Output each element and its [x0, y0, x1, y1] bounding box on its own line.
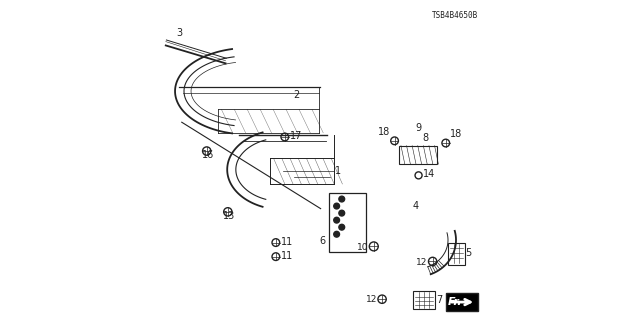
- Text: TSB4B4650B: TSB4B4650B: [432, 11, 479, 20]
- Text: 9: 9: [415, 123, 422, 132]
- Circle shape: [334, 217, 339, 223]
- Circle shape: [334, 203, 339, 209]
- Text: 16: 16: [202, 150, 214, 160]
- Circle shape: [339, 196, 344, 202]
- Text: 13: 13: [223, 211, 236, 221]
- Text: 17: 17: [290, 131, 302, 141]
- FancyBboxPatch shape: [445, 293, 479, 311]
- Text: 10: 10: [356, 243, 368, 252]
- Text: 1: 1: [335, 166, 342, 176]
- Text: 3: 3: [176, 28, 182, 38]
- Text: 11: 11: [280, 251, 293, 261]
- Circle shape: [339, 210, 344, 216]
- Circle shape: [339, 224, 344, 230]
- Text: 18: 18: [378, 127, 390, 137]
- Text: 12: 12: [416, 258, 428, 267]
- Text: Fr.: Fr.: [448, 297, 463, 307]
- Circle shape: [334, 231, 339, 237]
- Text: 7: 7: [436, 295, 442, 305]
- Text: 8: 8: [422, 133, 429, 143]
- Text: 2: 2: [292, 90, 299, 100]
- Text: 18: 18: [451, 129, 463, 139]
- Text: 14: 14: [423, 169, 435, 179]
- Text: 6: 6: [319, 236, 326, 246]
- Text: 11: 11: [280, 237, 293, 247]
- Text: 5: 5: [466, 248, 472, 258]
- Text: 12: 12: [365, 295, 377, 304]
- Text: 4: 4: [413, 201, 419, 211]
